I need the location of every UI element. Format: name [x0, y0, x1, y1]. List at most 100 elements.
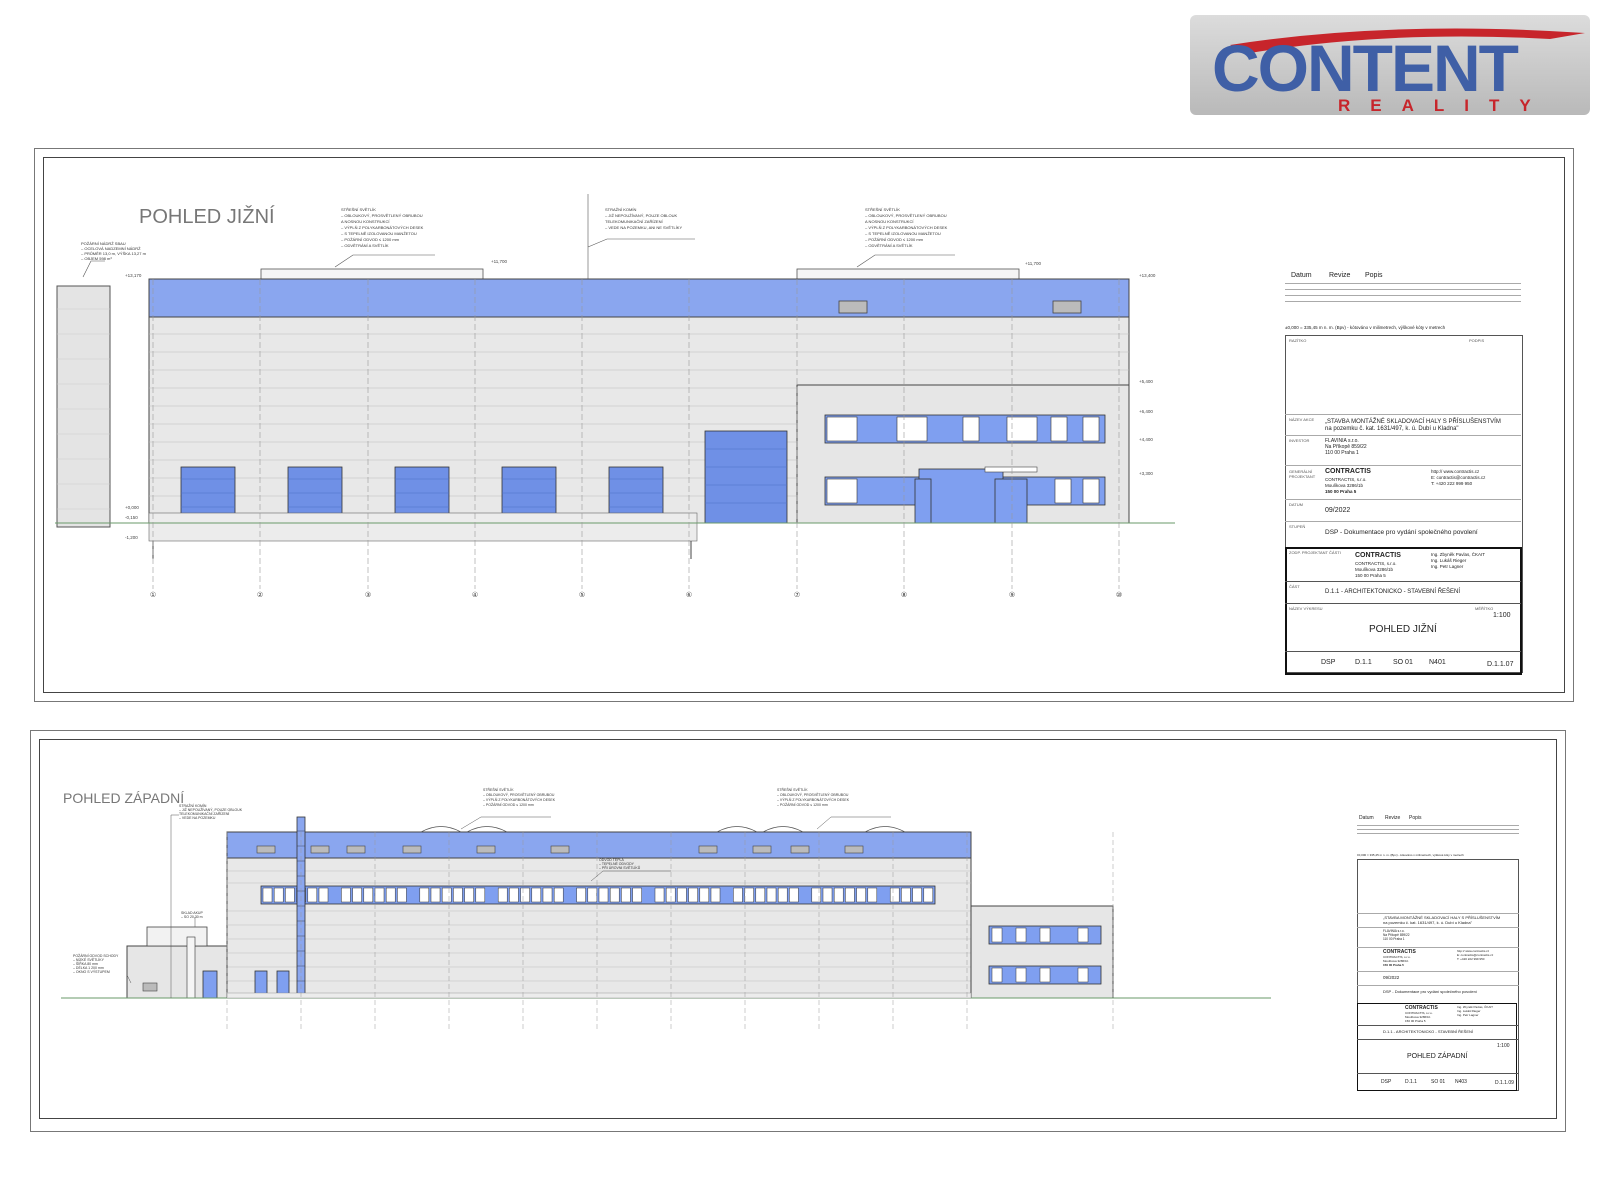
note-text: – VEDE NA POZEMKU: [179, 816, 216, 820]
rev-header-revision: Revize: [1385, 815, 1401, 821]
investor-line: Na Příkopě 859/22: [1383, 933, 1410, 937]
axis-label: ⑦: [794, 591, 800, 599]
window-pane: [755, 887, 766, 903]
note-text: TELEKOMUNIKAČNÍ ZAŘÍZENÍ: [179, 811, 229, 816]
note-text: – POŽÁRNÍ ODVOD ≤ 1200 mm: [777, 802, 828, 807]
note-text: – ODVĚTRÁNÍ A SVĚTLÍK: [865, 243, 913, 248]
code-object: SO 01: [1393, 659, 1413, 666]
window-pane: [744, 887, 754, 903]
code-drawing: D.1.1.09: [1495, 1080, 1514, 1086]
gp-address: Moulíkova 3286/1b: [1383, 959, 1409, 963]
engineer-name: Ing. Lukáš Rieger: [1431, 558, 1467, 563]
window-pane: [889, 887, 900, 903]
note-text: – ŠÍŘKA 80 mm: [73, 961, 98, 966]
roof-skylight: [260, 268, 484, 280]
gp-logo-name: CONTRACTIS: [1325, 468, 1371, 475]
note-text: – PŘI ÚROVNI SVĚTLÍKŮ: [599, 865, 641, 870]
label-signature: PODPIS: [1469, 338, 1485, 343]
axis-label: ③: [365, 591, 371, 599]
logo-graphic: CONTENT REALITY: [1212, 28, 1585, 115]
level-mark: +6,400: [1139, 409, 1153, 414]
gp-address: 150 00 Praha 5: [1325, 489, 1357, 494]
designer-address: CONTRACTIS, s.r.o.: [1355, 561, 1397, 566]
investor-line: FLAVINIA s.r.o.: [1325, 438, 1359, 444]
investor-line: 110 00 Praha 1: [1325, 450, 1359, 456]
axis-label: ⑩: [1116, 591, 1122, 599]
note-text: – VÝPLŇ Z POLYKARBONÁTOVÝCH DESEK: [483, 798, 556, 802]
window-pane: [497, 887, 508, 903]
code-number: N403: [1455, 1079, 1467, 1085]
rev-header-date: Datum: [1359, 815, 1374, 821]
window-pane: [811, 887, 822, 903]
window-pane: [733, 887, 743, 903]
note-text: – JIŽ NEPOUŽÍVANÝ, POUZE OBLOUK: [605, 213, 677, 218]
title-block-south: Datum Revize Popis ±0,000 = 335,45 m n. …: [1285, 269, 1523, 679]
note-text: – VÝPLŇ Z POLYKARBONÁTOVÝCH DESEK: [341, 225, 424, 230]
note-text: – OBLOUKOVÝ, PROSVĚTLENÝ OBRUBOU: [341, 213, 423, 218]
axis-label: ④: [472, 591, 478, 599]
note-text: – OBLOUKOVÝ, PROSVĚTLENÝ OBRUBOU: [865, 213, 947, 218]
axis-label: ⑤: [579, 591, 585, 599]
window-pane: [262, 887, 273, 903]
window-pane: [867, 887, 878, 903]
level-mark: +3,300: [1139, 471, 1153, 476]
note-text: STRAŽNÍ KOMÍN: [605, 207, 636, 212]
note-text: – OCELOVÁ NADZEMNÍ NÁDRŽ: [81, 246, 141, 251]
window-pane: [822, 887, 833, 903]
window-pane: [856, 887, 866, 903]
engineer-name: Ing. Petr Lagner: [1457, 1013, 1479, 1017]
note-text: – POŽÁRNÍ ODVOD ≤ 1200 mm: [341, 237, 400, 242]
label-investor: INVESTOR: [1289, 438, 1310, 443]
window-pane: [789, 887, 799, 903]
note-text: – POŽÁRNÍ ODVOD ≤ 1200 mm: [483, 802, 534, 807]
designer-address: Moulíkova 3286/1b: [1405, 1015, 1431, 1019]
project-name: „STAVBA MONTÁŽNÉ SKLADOVACÍ HALY S PŘÍSL…: [1383, 915, 1501, 920]
designer-address: CONTRACTIS, s.r.o.: [1405, 1011, 1433, 1015]
label-drawing-name: NÁZEV VÝKRESU: [1289, 606, 1323, 611]
code-part: D.1.1: [1355, 659, 1372, 666]
stage-value: DSP - Dokumentace pro vydání společného …: [1383, 989, 1477, 994]
note-text: – OBLOUKOVÝ, PROSVĚTLENÝ OBRUBOU: [777, 792, 849, 797]
axis-label: ①: [150, 591, 156, 599]
label-date: DATUM: [1289, 502, 1303, 507]
note-text: – OBJEM 598 m³: [81, 256, 112, 261]
window-pane: [576, 887, 586, 903]
loading-dock-gravel: [148, 512, 698, 542]
engineer-name: Ing. Zbyněk Pavlas, ČKAIT: [1431, 552, 1486, 557]
level-mark: +4,400: [1139, 437, 1153, 442]
attic-band: [226, 831, 972, 859]
elevation-note: ±0,000 = 335,45 m n. m. (Bpv) - kótováno…: [1285, 325, 1446, 330]
window-pane: [632, 887, 642, 903]
label-stamp: RAZÍTKO: [1289, 338, 1307, 343]
window-pane: [777, 887, 788, 903]
sheet-title: POHLED ZÁPADNÍ: [63, 790, 184, 806]
note-text: – POŽÁRNÍ ODVOD ≤ 1200 mm: [865, 237, 924, 242]
level-mark: +5,400: [1139, 379, 1153, 384]
code-part: D.1.1: [1405, 1079, 1417, 1085]
window-pane: [587, 887, 598, 903]
part-value: D.1.1 - ARCHITEKTONICKO - STAVEBNÍ ŘEŠEN…: [1383, 1029, 1474, 1034]
designer-logo-name: CONTRACTIS: [1405, 1005, 1438, 1011]
project-location: na pozemku č. kat. 1631/497, k. ú. Dubí …: [1383, 920, 1473, 925]
rev-header-description: Popis: [1409, 815, 1422, 821]
level-mark: -0,150: [125, 515, 138, 520]
window-pane: [464, 887, 474, 903]
level-mark: +0,000: [125, 505, 139, 510]
window-pane: [520, 887, 530, 903]
note-text: – SO 20,30 m: [181, 915, 203, 919]
window-pane: [352, 887, 362, 903]
window-pane: [912, 887, 922, 903]
hall-facade: [226, 831, 972, 999]
gp-logo-name: CONTRACTIS: [1383, 949, 1416, 955]
note-text: ODVOD TEPLA: [599, 858, 624, 862]
project-name: „STAVBA MONTÁŽNÉ SKLADOVACÍ HALY S PŘÍSL…: [1325, 419, 1501, 425]
window-pane: [654, 887, 665, 903]
note-text: STŘEŠNÍ SVĚTLÍK: [341, 207, 376, 212]
window-pane: [542, 887, 553, 903]
level-mark: +13,400: [1139, 273, 1156, 278]
window-pane: [609, 887, 620, 903]
note-text: – OKNO S VÝSTUPEM: [73, 970, 110, 974]
title-block-west: Datum Revize Popis ±0,000 = 335,45 m n. …: [1357, 815, 1519, 1095]
window-pane: [509, 887, 519, 903]
window-pane: [441, 887, 452, 903]
